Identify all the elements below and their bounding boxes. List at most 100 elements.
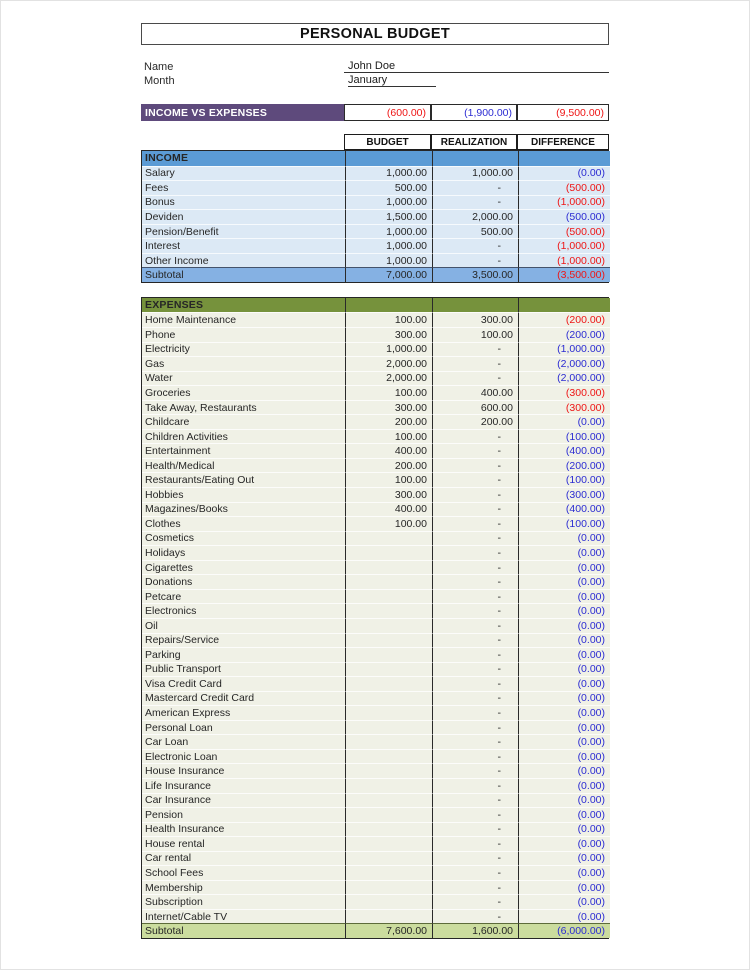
realization-cell[interactable]: - [432, 676, 518, 691]
realization-cell[interactable]: - [432, 719, 518, 735]
difference-cell[interactable]: (0.00) [518, 807, 610, 822]
difference-cell[interactable]: (0.00) [518, 850, 610, 866]
budget-cell[interactable]: 100.00 [345, 385, 432, 400]
budget-cell[interactable]: 1,000.00 [345, 194, 432, 210]
budget-cell[interactable]: 1,000.00 [345, 238, 432, 253]
name-value[interactable]: John Doe [344, 60, 609, 73]
difference-cell[interactable]: (300.00) [518, 399, 610, 415]
difference-cell[interactable]: (0.00) [518, 894, 610, 909]
difference-cell[interactable]: (500.00) [518, 180, 610, 195]
budget-cell[interactable]: 1,500.00 [345, 209, 432, 224]
budget-cell[interactable] [345, 705, 432, 720]
budget-cell[interactable] [345, 661, 432, 677]
realization-cell[interactable]: - [432, 501, 518, 517]
difference-cell[interactable]: (0.00) [518, 617, 610, 633]
budget-cell[interactable] [345, 748, 432, 764]
income-subtotal-difference[interactable]: (3,500.00) [518, 267, 610, 282]
realization-cell[interactable]: - [432, 574, 518, 589]
realization-cell[interactable]: - [432, 850, 518, 866]
budget-cell[interactable] [345, 836, 432, 851]
summary-value-2[interactable]: (9,500.00) [517, 104, 609, 121]
difference-cell[interactable]: (0.00) [518, 603, 610, 618]
expenses-subtotal-budget[interactable]: 7,600.00 [345, 923, 432, 938]
realization-cell[interactable]: 2,000.00 [432, 209, 518, 224]
budget-cell[interactable] [345, 792, 432, 808]
budget-cell[interactable] [345, 908, 432, 924]
realization-cell[interactable]: - [432, 734, 518, 749]
difference-cell[interactable]: (0.00) [518, 414, 610, 429]
budget-cell[interactable]: 400.00 [345, 501, 432, 517]
budget-cell[interactable]: 300.00 [345, 487, 432, 502]
realization-cell[interactable]: - [432, 792, 518, 808]
budget-cell[interactable] [345, 617, 432, 633]
realization-cell[interactable]: 1,000.00 [432, 165, 518, 181]
realization-cell[interactable]: - [432, 603, 518, 618]
difference-cell[interactable]: (100.00) [518, 516, 610, 531]
realization-cell[interactable]: - [432, 341, 518, 357]
difference-cell[interactable]: (1,000.00) [518, 238, 610, 253]
realization-cell[interactable]: - [432, 807, 518, 822]
difference-cell[interactable]: (0.00) [518, 777, 610, 793]
difference-cell[interactable]: (0.00) [518, 792, 610, 808]
realization-cell[interactable]: - [432, 865, 518, 880]
realization-cell[interactable]: 200.00 [432, 414, 518, 429]
difference-cell[interactable]: (0.00) [518, 165, 610, 181]
budget-cell[interactable]: 100.00 [345, 516, 432, 531]
budget-cell[interactable]: 200.00 [345, 457, 432, 473]
budget-cell[interactable]: 1,000.00 [345, 223, 432, 239]
budget-cell[interactable]: 300.00 [345, 327, 432, 342]
budget-cell[interactable] [345, 894, 432, 909]
budget-cell[interactable] [345, 821, 432, 837]
income-subtotal-realization[interactable]: 3,500.00 [432, 267, 518, 282]
realization-cell[interactable]: 600.00 [432, 399, 518, 415]
expenses-subtotal-realization[interactable]: 1,600.00 [432, 923, 518, 938]
realization-cell[interactable]: - [432, 647, 518, 662]
difference-cell[interactable]: (0.00) [518, 865, 610, 880]
realization-cell[interactable]: - [432, 777, 518, 793]
realization-cell[interactable]: - [432, 428, 518, 444]
realization-cell[interactable]: - [432, 356, 518, 371]
budget-cell[interactable]: 2,000.00 [345, 356, 432, 371]
realization-cell[interactable]: - [432, 748, 518, 764]
difference-cell[interactable]: (2,000.00) [518, 370, 610, 386]
difference-cell[interactable]: (300.00) [518, 487, 610, 502]
realization-cell[interactable]: - [432, 763, 518, 778]
difference-cell[interactable]: (200.00) [518, 457, 610, 473]
budget-cell[interactable] [345, 574, 432, 589]
realization-cell[interactable]: - [432, 443, 518, 458]
summary-value-1[interactable]: (1,900.00) [431, 104, 517, 121]
realization-cell[interactable]: - [432, 516, 518, 531]
difference-cell[interactable]: (500.00) [518, 223, 610, 239]
realization-cell[interactable]: - [432, 632, 518, 648]
realization-cell[interactable]: - [432, 690, 518, 706]
income-subtotal-budget[interactable]: 7,000.00 [345, 267, 432, 282]
budget-cell[interactable]: 500.00 [345, 180, 432, 195]
difference-cell[interactable]: (0.00) [518, 574, 610, 589]
difference-cell[interactable]: (0.00) [518, 879, 610, 895]
realization-cell[interactable]: - [432, 545, 518, 560]
difference-cell[interactable]: (0.00) [518, 748, 610, 764]
realization-cell[interactable]: - [432, 705, 518, 720]
realization-cell[interactable]: 500.00 [432, 223, 518, 239]
budget-cell[interactable] [345, 530, 432, 546]
realization-cell[interactable]: - [432, 617, 518, 633]
budget-cell[interactable] [345, 734, 432, 749]
realization-cell[interactable]: - [432, 836, 518, 851]
difference-cell[interactable]: (100.00) [518, 428, 610, 444]
realization-cell[interactable]: 300.00 [432, 312, 518, 328]
difference-cell[interactable]: (0.00) [518, 676, 610, 691]
realization-cell[interactable]: - [432, 821, 518, 837]
budget-cell[interactable] [345, 647, 432, 662]
budget-cell[interactable] [345, 559, 432, 575]
budget-cell[interactable] [345, 879, 432, 895]
budget-cell[interactable]: 100.00 [345, 472, 432, 488]
realization-cell[interactable]: - [432, 194, 518, 210]
difference-cell[interactable]: (0.00) [518, 908, 610, 924]
difference-cell[interactable]: (100.00) [518, 472, 610, 488]
budget-cell[interactable]: 1,000.00 [345, 165, 432, 181]
budget-cell[interactable] [345, 763, 432, 778]
realization-cell[interactable]: - [432, 661, 518, 677]
difference-cell[interactable]: (0.00) [518, 545, 610, 560]
budget-cell[interactable] [345, 632, 432, 648]
difference-cell[interactable]: (500.00) [518, 209, 610, 224]
